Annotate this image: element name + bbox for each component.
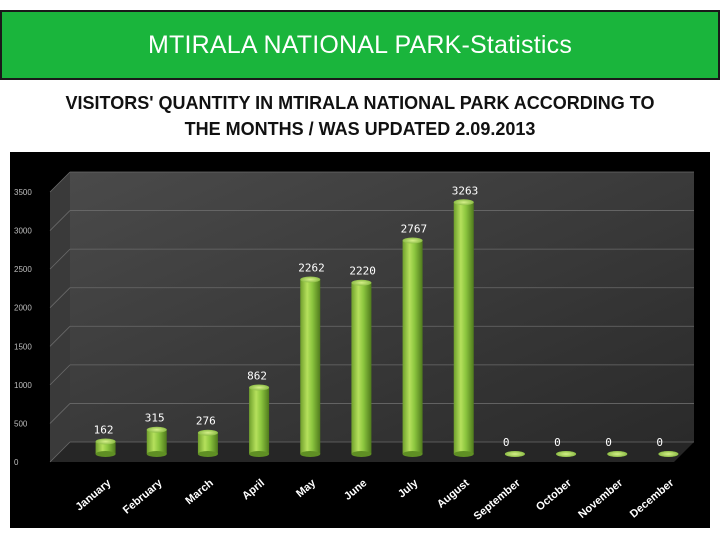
bar-cap xyxy=(351,279,372,286)
data-label: 2220 xyxy=(349,265,376,278)
bar-base xyxy=(402,451,423,457)
bar-cap xyxy=(556,451,577,457)
bar-cap xyxy=(146,426,167,433)
x-tick-label: March xyxy=(183,477,216,507)
x-tick-label: July xyxy=(396,477,421,501)
y-tick-label: 3500 xyxy=(14,188,32,197)
data-label: 0 xyxy=(503,436,510,449)
x-tick-label: April xyxy=(240,477,267,502)
bar-cap xyxy=(300,276,321,283)
bar-cap xyxy=(197,429,218,436)
chart-subtitle: VISITORS' QUANTITY IN MTIRALA NATIONAL P… xyxy=(0,90,720,142)
y-tick-label: 0 xyxy=(14,458,19,467)
bar-cap xyxy=(95,438,116,445)
gridline-side xyxy=(49,364,71,386)
data-label: 0 xyxy=(605,436,612,449)
bar-base xyxy=(146,451,167,457)
bar-june xyxy=(351,282,372,454)
data-label: 162 xyxy=(94,424,114,437)
gridline-side xyxy=(49,287,71,308)
bar-january xyxy=(95,441,116,454)
subtitle-line-2: THE MONTHS / WAS UPDATED 2.09.2013 xyxy=(184,119,536,139)
bar-base xyxy=(351,451,372,457)
gridline-side xyxy=(49,171,71,193)
gridline-side xyxy=(49,441,71,463)
bar-base xyxy=(300,451,321,457)
x-tick-label: May xyxy=(294,477,319,501)
bar-cap xyxy=(607,451,628,457)
data-label: 2767 xyxy=(401,223,428,236)
bar-cap xyxy=(249,384,270,391)
y-tick-label: 3000 xyxy=(14,227,32,236)
y-tick-label: 2500 xyxy=(14,265,32,274)
data-label: 3263 xyxy=(452,184,479,197)
data-label: 276 xyxy=(196,415,216,428)
x-tick-label: December xyxy=(628,477,677,521)
x-tick-label: October xyxy=(534,477,575,514)
x-tick-label: September xyxy=(472,477,524,523)
chart-floor xyxy=(50,442,694,462)
bar-base xyxy=(197,451,218,457)
gridline-side xyxy=(49,248,71,270)
y-tick-label: 1000 xyxy=(14,381,32,390)
bar-february xyxy=(146,429,167,454)
data-label: 0 xyxy=(554,436,561,449)
x-tick-label: January xyxy=(73,477,114,514)
bar-chart: 0 500 1000 1500 2000 2500 3000 3500 162 January 31… xyxy=(14,171,694,523)
bar-cap xyxy=(658,451,679,457)
data-label: 315 xyxy=(145,412,165,425)
bar-base xyxy=(95,451,116,457)
gridline-side xyxy=(49,210,71,231)
bar-march xyxy=(197,432,218,454)
bar-cap xyxy=(402,237,423,244)
data-label: 2262 xyxy=(298,262,325,275)
bar-cap xyxy=(504,451,525,457)
y-tick-label: 2000 xyxy=(14,304,32,313)
subtitle-line-1: VISITORS' QUANTITY IN MTIRALA NATIONAL P… xyxy=(65,93,655,113)
bar-base xyxy=(453,451,474,457)
page-title: MTIRALA NATIONAL PARK-Statistics xyxy=(147,30,573,59)
bar-cap xyxy=(453,199,474,206)
data-label: 862 xyxy=(247,370,267,383)
x-tick-label: February xyxy=(121,477,165,517)
bar-august xyxy=(453,202,474,454)
x-tick-label: November xyxy=(576,477,625,521)
y-tick-label: 500 xyxy=(14,419,28,428)
data-label: 0 xyxy=(656,436,663,449)
x-tick-label: August xyxy=(435,477,472,511)
chart-side-wall xyxy=(50,172,70,462)
gridline-side xyxy=(49,326,71,347)
chart-back-wall xyxy=(70,172,694,442)
chart-panel: 0 500 1000 1500 2000 2500 3000 3500 162 January 31… xyxy=(10,152,710,528)
title-banner: MTIRALA NATIONAL PARK-Statistics xyxy=(0,10,720,80)
x-tick-label: June xyxy=(342,477,369,503)
gridline-side xyxy=(49,403,71,424)
bar-july xyxy=(402,240,423,454)
y-tick-label: 1500 xyxy=(14,342,32,351)
bar-base xyxy=(249,451,270,457)
bar-may xyxy=(300,279,321,454)
bar-april xyxy=(249,387,270,454)
